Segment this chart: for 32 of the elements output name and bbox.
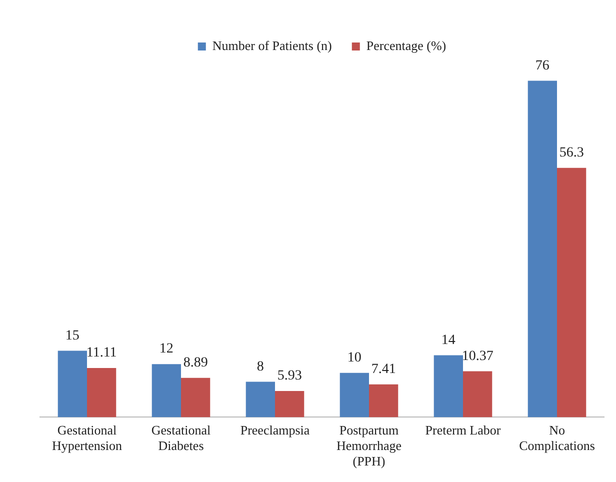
x-tick-label: Gestational Hypertension — [52, 422, 123, 454]
data-label: 14 — [441, 332, 456, 348]
data-label: 56.3 — [559, 146, 584, 161]
data-label: 10 — [347, 350, 362, 366]
bar — [87, 368, 116, 418]
data-label: 5.93 — [277, 368, 302, 384]
bar — [557, 168, 586, 418]
legend-label: Percentage (%) — [366, 38, 446, 53]
legend-label: Number of Patients (n) — [212, 38, 332, 53]
data-label: 76 — [535, 58, 550, 74]
x-tick-label: Gestational Diabetes — [151, 422, 211, 454]
bar — [463, 371, 492, 418]
data-label: 8 — [256, 359, 264, 374]
bar — [181, 378, 210, 418]
bar — [369, 384, 398, 418]
x-tick-label: No Complications — [519, 422, 595, 454]
data-label: 8.89 — [183, 356, 208, 371]
data-label: 10.37 — [462, 348, 494, 364]
data-label: 12 — [159, 342, 174, 357]
x-tick-label: Preeclampsia — [240, 422, 310, 438]
bar — [246, 382, 275, 418]
x-tick-label: Postpartum Hemorrhage (PPH) — [336, 422, 402, 469]
bar — [340, 372, 369, 418]
bar — [152, 364, 181, 418]
bar — [275, 390, 304, 418]
bar — [528, 80, 557, 418]
data-label: 11.11 — [86, 346, 117, 361]
data-label: 15 — [65, 328, 80, 344]
x-tick-label: Preterm Labor — [425, 422, 502, 438]
bar — [58, 350, 87, 418]
data-label: 7.41 — [371, 362, 396, 378]
bar — [434, 355, 463, 418]
